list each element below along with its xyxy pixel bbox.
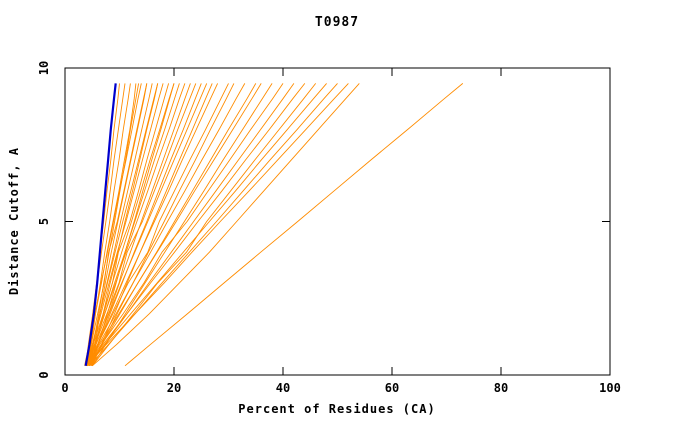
x-tick-label: 60 xyxy=(385,381,399,395)
model-curve xyxy=(86,83,159,366)
model-curve xyxy=(86,83,164,366)
model-curve xyxy=(92,83,360,367)
model-curve xyxy=(86,83,148,366)
y-tick-label: 0 xyxy=(37,371,51,378)
model-curve xyxy=(89,83,202,366)
y-tick-label: 10 xyxy=(37,61,51,75)
x-tick-label: 40 xyxy=(276,381,290,395)
y-axis-label: Distance Cutoff, A xyxy=(7,147,21,295)
model-curve xyxy=(86,83,284,367)
best-model-curve xyxy=(84,83,117,366)
model-curve xyxy=(86,83,246,367)
model-curve xyxy=(86,83,229,367)
x-tick-label: 100 xyxy=(599,381,621,395)
model-curve xyxy=(86,83,262,367)
plot-content: 0 20 40 60 80 100 0 5 10 xyxy=(37,61,621,395)
model-curve xyxy=(124,83,464,367)
model-curve xyxy=(87,83,219,366)
model-curve xyxy=(86,83,197,366)
chart-title: T0987 xyxy=(315,15,359,30)
model-curve xyxy=(86,83,137,366)
model-curve xyxy=(86,83,349,367)
y-tick-label: 5 xyxy=(37,218,51,225)
x-tick-label: 0 xyxy=(61,381,68,395)
model-curve xyxy=(86,83,208,366)
model-curve xyxy=(89,83,257,367)
model-curve xyxy=(89,83,338,367)
model-curve xyxy=(86,83,186,366)
model-curve xyxy=(88,83,170,366)
x-tick-label: 20 xyxy=(167,381,181,395)
model-curve xyxy=(86,83,306,367)
model-curve xyxy=(86,83,327,367)
model-curve xyxy=(86,83,175,366)
x-axis-label: Percent of Residues (CA) xyxy=(238,402,435,416)
x-tick-label: 80 xyxy=(494,381,508,395)
